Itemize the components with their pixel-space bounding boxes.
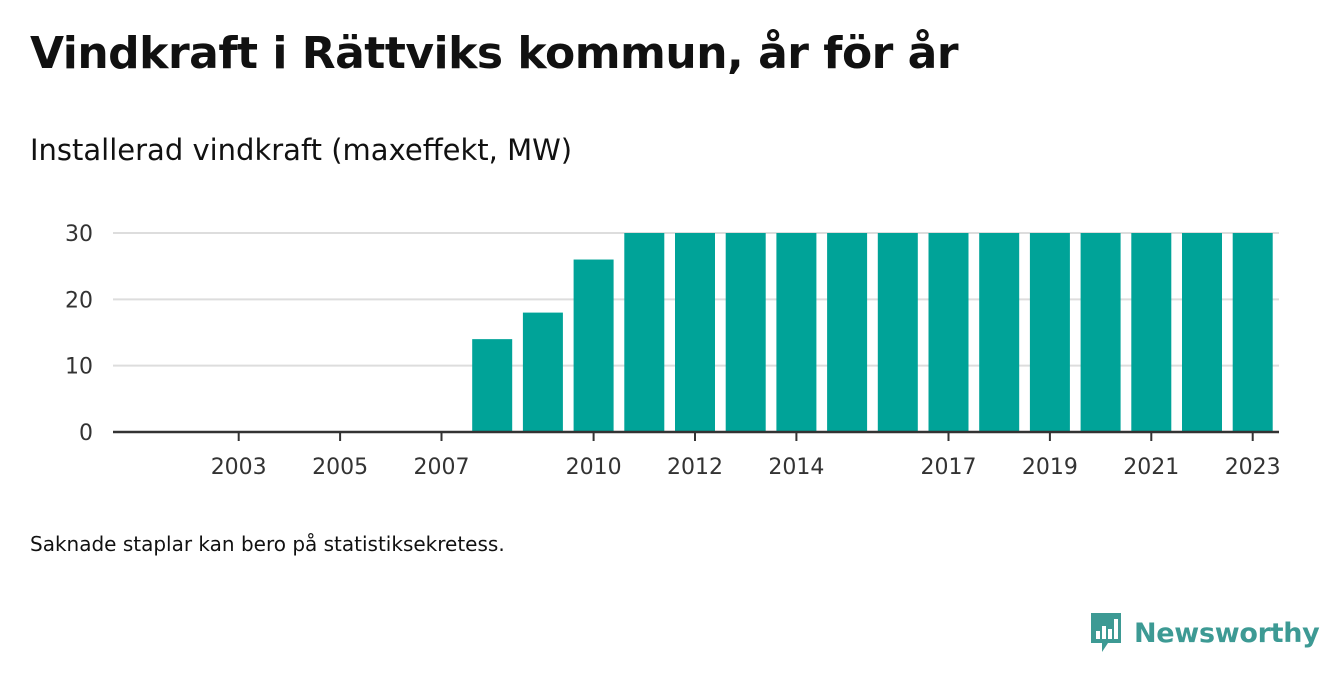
bar-chart: 0 10 20 30 2003 2005 2007 2010 2012 2014 2017 2019… <box>65 222 1281 480</box>
bar-2009 <box>522 312 563 432</box>
x-tick-label: 2017 <box>921 455 977 480</box>
y-tick-label: 30 <box>65 222 93 247</box>
footnote: Saknade staplar kan bero på statistiksek… <box>30 532 505 556</box>
chart-title: Vindkraft i Rättviks kommun, år för år <box>30 28 959 79</box>
bar-2018 <box>979 233 1020 432</box>
x-tick-label: 2019 <box>1022 455 1078 480</box>
newsworthy-logo-icon <box>1091 613 1121 652</box>
bar-2016 <box>877 233 918 432</box>
bar-2019 <box>1029 233 1070 432</box>
bar-2021 <box>1131 233 1172 432</box>
x-tick-label: 2003 <box>211 455 267 480</box>
y-tick-label: 10 <box>65 355 93 380</box>
bar-2008 <box>472 339 513 432</box>
newsworthy-brand[interactable]: Newsworthy <box>1088 610 1320 656</box>
x-tick-label: 2014 <box>768 455 824 480</box>
bar-2020 <box>1080 233 1121 432</box>
y-tick-label: 20 <box>65 288 93 313</box>
bar-2012 <box>675 233 715 432</box>
chart-subtitle: Installerad vindkraft (maxeffekt, MW) <box>30 133 573 167</box>
bar-2023 <box>1232 233 1273 432</box>
bar-2010 <box>573 259 614 432</box>
bar-2014 <box>776 233 817 432</box>
brand-name: Newsworthy <box>1134 617 1320 649</box>
x-tick-labels: 2003 2005 2007 2010 2012 2014 2017 2019 2021 2023 <box>211 455 1281 480</box>
x-tick-label: 2005 <box>312 455 368 480</box>
x-tick-label: 2010 <box>566 455 622 480</box>
bar-2022 <box>1182 233 1222 432</box>
y-tick-labels: 0 10 20 30 <box>65 222 93 446</box>
bar-2017 <box>928 233 969 432</box>
bars <box>472 233 1273 432</box>
x-tick-label: 2021 <box>1123 455 1179 480</box>
x-tick-label: 2012 <box>667 455 723 480</box>
bar-2015 <box>827 233 868 432</box>
bar-2013 <box>725 233 766 432</box>
bar-2011 <box>624 233 665 432</box>
x-axis <box>113 430 1279 441</box>
y-tick-label: 0 <box>79 421 93 446</box>
x-tick-label: 2007 <box>414 455 470 480</box>
x-tick-label: 2023 <box>1225 455 1281 480</box>
